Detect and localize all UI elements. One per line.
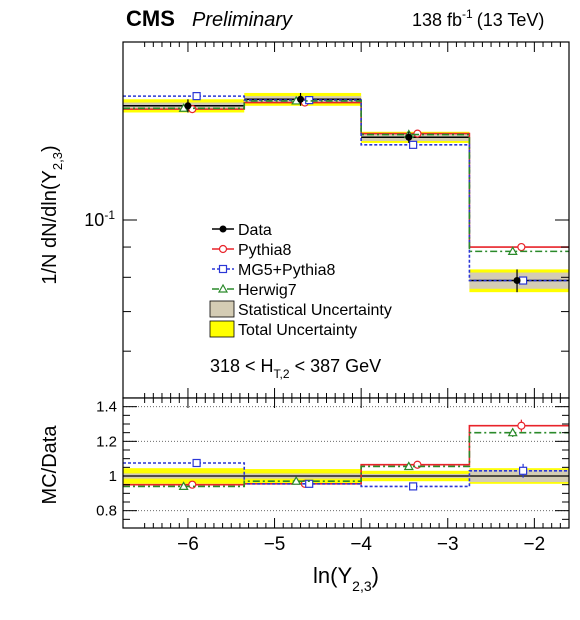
energy-label: (13 TeV) bbox=[477, 10, 545, 30]
ratio-herwig7-marker bbox=[507, 427, 518, 437]
luminosity-exponent: -1 bbox=[462, 7, 473, 21]
legend-entry-mg5: MG5+Pythia8 bbox=[212, 262, 335, 279]
ratio-frame bbox=[122, 397, 570, 529]
legend-marker-data bbox=[219, 225, 227, 233]
x-axis-label-text: ln(Y bbox=[313, 563, 352, 588]
legend-entry-stat_band: Statistical Uncertainty bbox=[209, 300, 392, 319]
main-y-axis-label-sub: 2,3 bbox=[50, 152, 65, 170]
ratio-herwig7-marker bbox=[291, 475, 302, 485]
herwig7-marker bbox=[507, 246, 518, 255]
mg5-step-line bbox=[123, 95, 569, 282]
legend-swatch-stat_band bbox=[209, 300, 235, 318]
ratio-y-tick-label: 0.8 bbox=[96, 503, 117, 520]
ratio-herwig7-step-line bbox=[123, 431, 569, 488]
cut-suffix: < 387 GeV bbox=[290, 356, 382, 376]
x-axis-label-close: ) bbox=[372, 563, 379, 588]
luminosity-label: 138 fb-1 (13 TeV) bbox=[412, 7, 544, 30]
mg5-marker bbox=[305, 96, 314, 105]
data-marker bbox=[297, 95, 305, 103]
legend-label-pythia8: Pythia8 bbox=[238, 242, 291, 259]
cut-annotation: 318 < HT,2 < 387 GeV bbox=[210, 356, 381, 381]
legend-entry-data: Data bbox=[212, 222, 272, 239]
main-y-tick-exp: -1 bbox=[104, 208, 115, 222]
legend-marker-herwig7 bbox=[217, 283, 229, 293]
legend-entry-herwig7: Herwig7 bbox=[212, 282, 297, 299]
ratio-mg5-marker bbox=[409, 482, 418, 491]
ratio-y-tick-label: 1 bbox=[109, 468, 117, 485]
ratio-mg5-marker bbox=[305, 479, 314, 488]
x-axis-label-sub: 2,3 bbox=[352, 578, 372, 594]
legend-entry-pythia8: Pythia8 bbox=[212, 242, 291, 259]
cut-subscript: T,2 bbox=[274, 367, 290, 381]
ratio-y-tick-label: 1.4 bbox=[96, 399, 117, 416]
data-marker bbox=[184, 102, 192, 110]
legend-label-total_band: Total Uncertainty bbox=[238, 322, 357, 339]
status-label: Preliminary bbox=[192, 9, 293, 31]
legend-swatch-total_band bbox=[209, 320, 235, 338]
ratio-herwig7-marker bbox=[178, 481, 189, 490]
x-tick-label: −4 bbox=[350, 534, 372, 555]
data-marker bbox=[513, 277, 521, 285]
legend-marker-mg5 bbox=[218, 264, 228, 274]
main-y-axis-label-text: 1/N dN/dln(Y bbox=[39, 170, 61, 285]
main-y-axis-label: 1/N dN/dln(Y2,3) bbox=[39, 145, 65, 284]
legend: Data Pythia8 MG5+Pythia8 Herwig7 Statistical… bbox=[209, 222, 392, 339]
ratio-y-axis-label: MC/Data bbox=[39, 425, 61, 505]
x-tick-label: −5 bbox=[264, 534, 286, 555]
x-tick-label: −3 bbox=[437, 534, 459, 555]
legend-marker-pythia8 bbox=[218, 244, 228, 254]
x-axis-label: ln(Y2,3) bbox=[313, 563, 379, 594]
x-tick-label: −6 bbox=[177, 534, 199, 555]
legend-label-mg5: MG5+Pythia8 bbox=[238, 262, 335, 279]
herwig7-step-line bbox=[123, 100, 569, 253]
main-y-tick-label: 10-1 bbox=[84, 208, 115, 230]
experiment-label: CMS bbox=[126, 6, 175, 31]
data-marker bbox=[405, 133, 413, 141]
ratio-herwig7-marker bbox=[403, 461, 414, 471]
ratio-pythia8-marker bbox=[517, 421, 526, 430]
legend-label-stat_band: Statistical Uncertainty bbox=[238, 302, 392, 319]
mg5-marker bbox=[409, 140, 418, 149]
legend-label-herwig7: Herwig7 bbox=[238, 282, 297, 299]
ratio-mg5-step-line bbox=[123, 462, 569, 488]
mg5-marker bbox=[192, 92, 201, 101]
x-tick-label: −2 bbox=[524, 534, 546, 555]
main-panel: 10-1 bbox=[84, 41, 570, 399]
ratio-y-tick-label: 1.2 bbox=[96, 433, 117, 450]
mg5-marker bbox=[519, 276, 528, 285]
pythia8-marker bbox=[517, 242, 526, 252]
cut-prefix: 318 < H bbox=[210, 356, 274, 376]
luminosity-value: 138 fb bbox=[412, 10, 462, 30]
pythia8-marker bbox=[413, 129, 422, 138]
main-y-axis-label-close: ) bbox=[39, 145, 61, 152]
legend-entry-total_band: Total Uncertainty bbox=[209, 320, 357, 339]
ratio-panel: 0.8 1 1.2 1.4 −6 −5 −4 −3 −2 bbox=[96, 397, 570, 555]
ratio-mg5-marker bbox=[192, 458, 201, 468]
legend-label-data: Data bbox=[238, 222, 272, 239]
ratio-mg5-marker bbox=[519, 466, 528, 475]
main-y-tick-base: 10 bbox=[84, 210, 104, 230]
